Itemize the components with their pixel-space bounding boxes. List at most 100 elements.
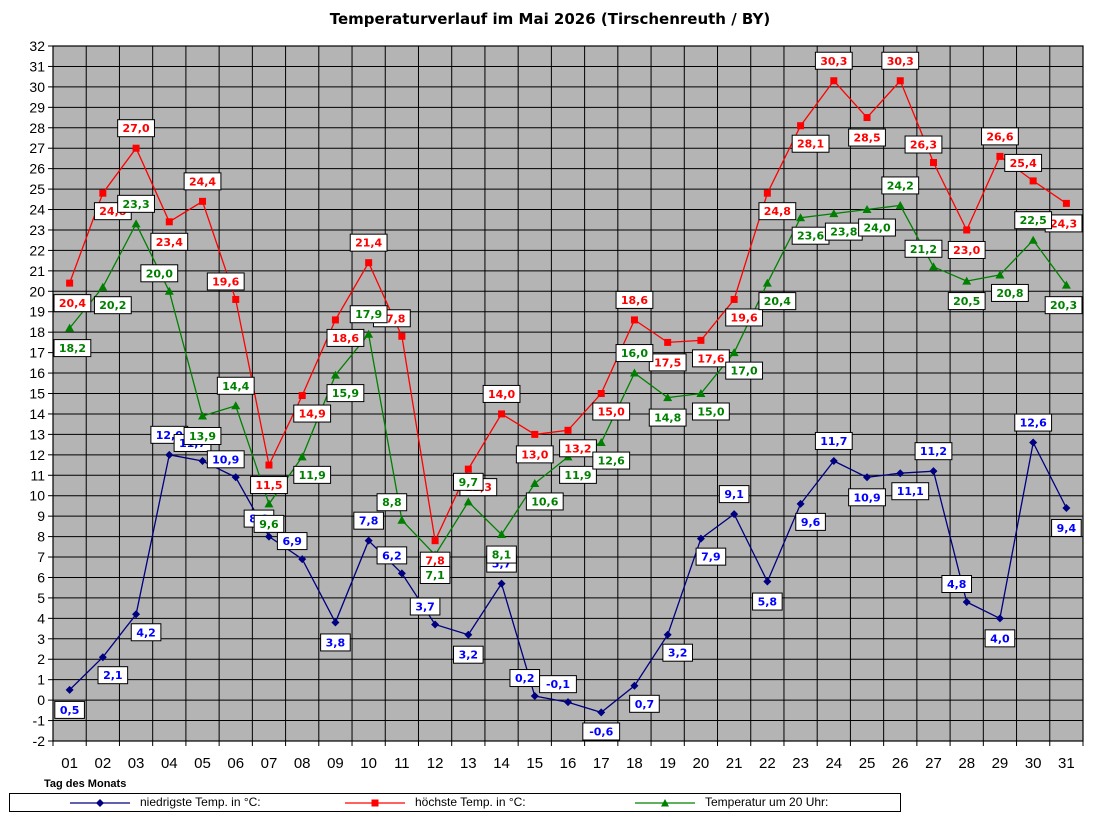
data-label-text: 13,9 (189, 430, 216, 443)
data-label-box (130, 623, 162, 642)
y-tick-label: 4 (37, 610, 45, 626)
point-max (863, 114, 871, 122)
data-label: 18,2 (53, 339, 92, 358)
point-min (1062, 503, 1071, 512)
data-label: 28,1 (791, 134, 830, 153)
data-label-box (206, 450, 245, 469)
data-label-box (320, 633, 351, 652)
point-min (1029, 438, 1038, 447)
data-label: 12,6 (592, 451, 631, 470)
data-label-text: 2,1 (103, 669, 123, 682)
data-label-text: 26,3 (910, 139, 937, 152)
data-label: 23,3 (117, 194, 155, 213)
legend-min-marker (70, 799, 130, 807)
data-label-box (559, 465, 597, 484)
data-label: 13,0 (515, 445, 554, 464)
x-tick-label: 16 (560, 755, 577, 772)
data-label: 10,6 (525, 492, 564, 511)
data-label-box (914, 442, 953, 461)
data-label-box (206, 272, 245, 291)
data-label: 10,9 (848, 488, 886, 507)
point-20h (862, 205, 872, 214)
point-20h (231, 401, 241, 410)
point-min (165, 450, 174, 459)
y-tick-label: -1 (33, 713, 46, 729)
point-20h (762, 278, 772, 287)
data-label-text: 20,4 (59, 297, 86, 310)
data-label-text: 20,4 (764, 295, 791, 308)
point-20h (530, 478, 540, 487)
data-label-box (758, 292, 797, 311)
point-20h (895, 200, 905, 209)
data-label: 24,8 (758, 202, 797, 221)
data-label-box (984, 629, 1016, 648)
data-label: 0,7 (629, 694, 660, 713)
data-label-box (662, 643, 693, 662)
data-label-box (515, 445, 554, 464)
data-label-box (795, 512, 826, 531)
data-label-box (53, 294, 92, 313)
data-label-text: 15,0 (598, 406, 625, 419)
point-max (132, 144, 140, 152)
legend-label-max: höchste Temp. in °C: (415, 795, 526, 809)
data-label: 15,9 (326, 384, 365, 403)
y-tick-label: 27 (29, 140, 45, 156)
data-label: 4,8 (941, 575, 973, 593)
data-label-text: 6,2 (382, 549, 402, 562)
point-min (829, 456, 838, 465)
data-label-box (848, 128, 886, 147)
data-label-text: 13,0 (521, 448, 548, 461)
data-label: 30,3 (814, 51, 853, 70)
legend-label-min: niedrigste Temp. in °C: (140, 795, 261, 809)
point-max (630, 316, 638, 324)
x-tick-label: 04 (161, 755, 178, 772)
y-tick-label: 6 (37, 569, 45, 585)
data-label: 7,9 (695, 547, 727, 566)
data-label-text: 18,2 (59, 342, 86, 355)
data-label-box (183, 172, 222, 191)
data-label-text: 24,2 (887, 179, 914, 192)
data-label-box (814, 51, 853, 70)
point-min (98, 653, 107, 662)
point-20h (65, 323, 75, 332)
data-label-text: 3,2 (459, 649, 479, 662)
point-max (830, 77, 838, 85)
y-tick-label: 13 (29, 426, 45, 442)
point-min (431, 620, 440, 629)
data-label-box (376, 493, 408, 512)
data-label: 4,0 (984, 629, 1016, 648)
data-label-box (97, 666, 129, 685)
data-label: -0,6 (582, 722, 621, 741)
point-max (896, 77, 904, 85)
point-min (497, 579, 506, 588)
data-label-box (293, 404, 332, 423)
data-label-box (791, 134, 830, 153)
x-tick-label: 24 (825, 755, 842, 772)
point-20h (995, 270, 1005, 279)
data-label: 12,6 (1014, 413, 1053, 432)
data-label-text: 9,6 (259, 518, 279, 531)
data-label: 15,0 (592, 402, 631, 421)
data-label: 28,5 (848, 128, 886, 147)
point-min (397, 569, 406, 578)
data-label: 3,2 (662, 643, 693, 662)
data-label-text: 7,1 (425, 569, 445, 582)
x-tick-label: 17 (593, 755, 610, 772)
x-axis-label: Tag des Monats (44, 778, 127, 790)
data-label-text: 3,8 (326, 636, 346, 649)
data-label-text: 20,3 (1050, 299, 1077, 312)
point-min (730, 510, 739, 519)
data-label-box (349, 233, 388, 252)
point-min (564, 698, 572, 707)
y-tick-label: 29 (29, 99, 45, 115)
data-label: 9,7 (453, 472, 484, 491)
point-min (962, 598, 971, 606)
x-tick-label: 21 (726, 755, 743, 772)
data-label: 23,6 (791, 226, 830, 245)
data-label-text: 11,2 (920, 445, 947, 458)
data-label-box (140, 264, 179, 283)
data-label: 26,3 (904, 135, 943, 154)
y-tick-label: 19 (29, 304, 45, 320)
point-20h (928, 262, 938, 271)
data-label: 24,4 (183, 172, 222, 191)
